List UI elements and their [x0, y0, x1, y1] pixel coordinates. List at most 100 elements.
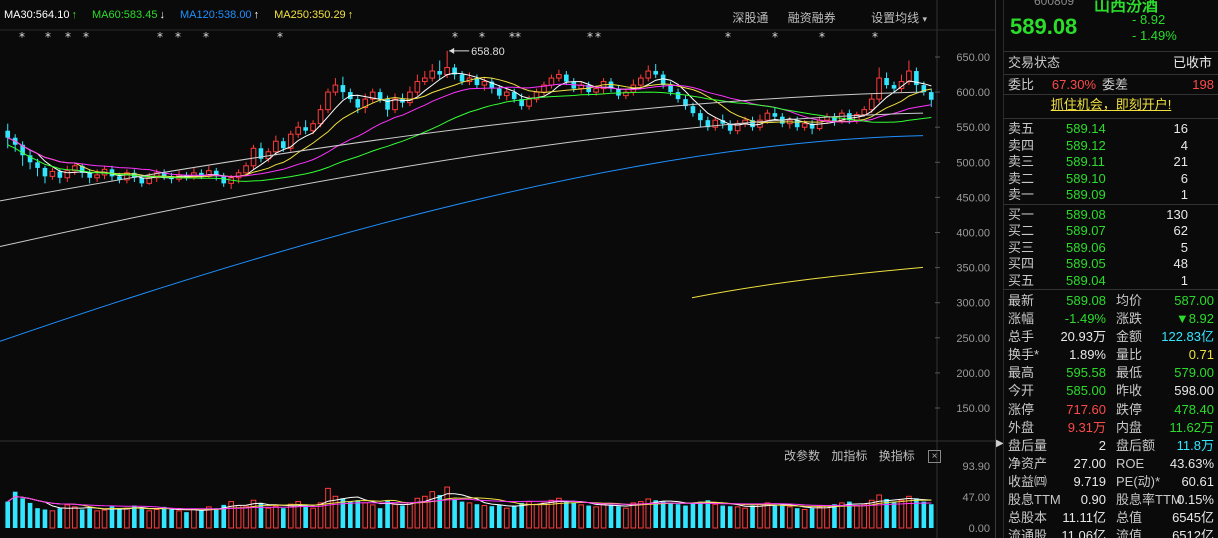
price-tick-label: 450.00: [956, 192, 990, 204]
volume-bar: [169, 509, 174, 528]
stat-value: -1.49%: [1064, 311, 1106, 327]
candle-body: [362, 98, 369, 109]
candle-body: [698, 113, 703, 121]
stat-value: 587.00: [1174, 293, 1214, 308]
volume-bar: [564, 501, 569, 528]
volume-bar: [27, 502, 33, 528]
stat-key: 跌停: [1116, 401, 1143, 417]
candle-body: [452, 67, 457, 75]
ma90-line: [0, 112, 924, 248]
volume-bar: [832, 504, 837, 528]
candle-body: [303, 127, 308, 131]
volume-bar: [571, 502, 577, 528]
event-marker-icon: *: [587, 30, 593, 44]
volume-bar: [325, 487, 331, 529]
candle-body: [49, 170, 56, 177]
candle-body: [847, 113, 852, 121]
volume-bar: [928, 504, 934, 528]
volume-bar: [422, 495, 428, 529]
stat-row: 盘后量 2 盘后额 11.8万: [1004, 437, 1218, 455]
candle-body: [876, 77, 882, 100]
candle-body: [832, 116, 837, 122]
candle-body: [459, 74, 465, 82]
volume-bar: [191, 509, 197, 529]
stat-value: 0.15%: [1177, 492, 1214, 508]
bid-row-2[interactable]: 买二 589.07 62: [1008, 223, 1188, 238]
volume-bar: [199, 510, 204, 528]
volume-bar: [340, 498, 346, 528]
stat-key: 换手*: [1008, 347, 1040, 363]
volume-bar: [184, 512, 189, 528]
ask-row-2[interactable]: 卖二 589.10 6: [1008, 170, 1188, 186]
volume-bar: [71, 506, 78, 529]
stat-key: 收益㈣: [1008, 473, 1048, 489]
volume-bar: [452, 498, 457, 528]
stat-row: 净资产 27.00 ROE 43.63%: [1004, 455, 1218, 473]
stat-key: 流通股: [1008, 528, 1048, 538]
bid-row-1[interactable]: 买一 589.08 130: [1008, 206, 1188, 222]
bid-row-5[interactable]: 买五 589.04 1: [1008, 272, 1188, 288]
candle-body: [690, 106, 696, 114]
ask-book: 卖五 589.14 16 卖四 589.12 4 卖三 589.11 21 卖二 589.10…: [1004, 118, 1218, 204]
candle-body: [35, 162, 40, 168]
volume-bar: [921, 501, 927, 528]
close-icon[interactable]: ×: [928, 450, 942, 464]
candle-body: [287, 133, 294, 149]
volume-bar: [712, 503, 719, 529]
volume-bar: [392, 503, 398, 529]
volume-bar: [861, 503, 868, 529]
stat-key: 涨幅: [1008, 311, 1035, 327]
volume-tick-label: 0.00: [969, 523, 990, 535]
set-ma-button[interactable]: 设置均线 ▾: [871, 11, 927, 25]
volume-bar: [511, 505, 517, 528]
volume-bar: [310, 507, 316, 529]
stat-value: 478.40: [1174, 401, 1214, 417]
stat-value: ▼8.92: [1175, 311, 1214, 327]
open-account-link[interactable]: 抓住机会，即刻开户!: [1004, 94, 1218, 114]
volume-bar: [794, 508, 800, 528]
volume-bar: [653, 500, 659, 528]
candle-body: [422, 77, 428, 83]
kline-chart-area[interactable]: 650.00 600.00 550.00 500.00 450.00 400.00 350.…: [0, 0, 995, 538]
switch-indicator-button[interactable]: 换指标: [878, 449, 915, 463]
candle-body: [407, 91, 413, 104]
candle-body: [146, 177, 153, 184]
ask-row-3[interactable]: 卖三 589.11 21: [1008, 154, 1188, 169]
event-marker-icon: *: [595, 30, 601, 44]
bid-row-4[interactable]: 买四 589.05 48: [1008, 256, 1188, 271]
ask-row-5[interactable]: 卖五 589.14 16: [1008, 121, 1188, 136]
candle-body: [489, 81, 495, 89]
volume-bar: [637, 501, 644, 529]
ask-row-4[interactable]: 卖四 589.12 4: [1008, 137, 1188, 153]
volume-bar: [734, 506, 741, 529]
volume-bar: [287, 503, 294, 529]
add-indicator-button[interactable]: 加指标: [831, 449, 868, 463]
event-marker-icon: *: [452, 30, 458, 44]
event-marker-icon: *: [772, 30, 778, 44]
stat-key: 金额: [1116, 329, 1143, 345]
volume-ma20-line: [7, 496, 932, 510]
margin-trading-button[interactable]: 融资融券: [787, 11, 836, 25]
volume-bar: [355, 500, 361, 528]
volume-bar: [600, 503, 607, 529]
candle-body: [921, 85, 927, 93]
stat-value: 122.83亿: [1161, 329, 1214, 345]
stat-key: 盘后量: [1008, 437, 1048, 453]
volume-bar: [369, 504, 376, 529]
kline-chart[interactable]: 650.00 600.00 550.00 500.00 450.00 400.00 350.…: [0, 0, 995, 538]
stock-name: 山西汾酒: [1094, 0, 1159, 15]
stat-key: 最新: [1008, 293, 1035, 308]
ask-row-1[interactable]: 卖一 589.09 1: [1008, 187, 1188, 202]
volume-bar: [868, 499, 875, 529]
panel-divider[interactable]: [995, 0, 1003, 538]
volume-bar: [385, 500, 390, 528]
edit-params-button[interactable]: 改参数: [784, 449, 821, 463]
stat-value: 11.62万: [1169, 419, 1214, 435]
collapse-arrow-icon[interactable]: ▶: [996, 438, 1004, 449]
stat-key: 昨收: [1116, 383, 1143, 399]
price-tick-label: 400.00: [956, 228, 990, 240]
volume-bar: [742, 507, 748, 529]
event-marker-icon: *: [19, 30, 25, 44]
sgt-button[interactable]: 深股通: [732, 11, 769, 25]
bid-row-3[interactable]: 买三 589.06 5: [1008, 239, 1188, 255]
